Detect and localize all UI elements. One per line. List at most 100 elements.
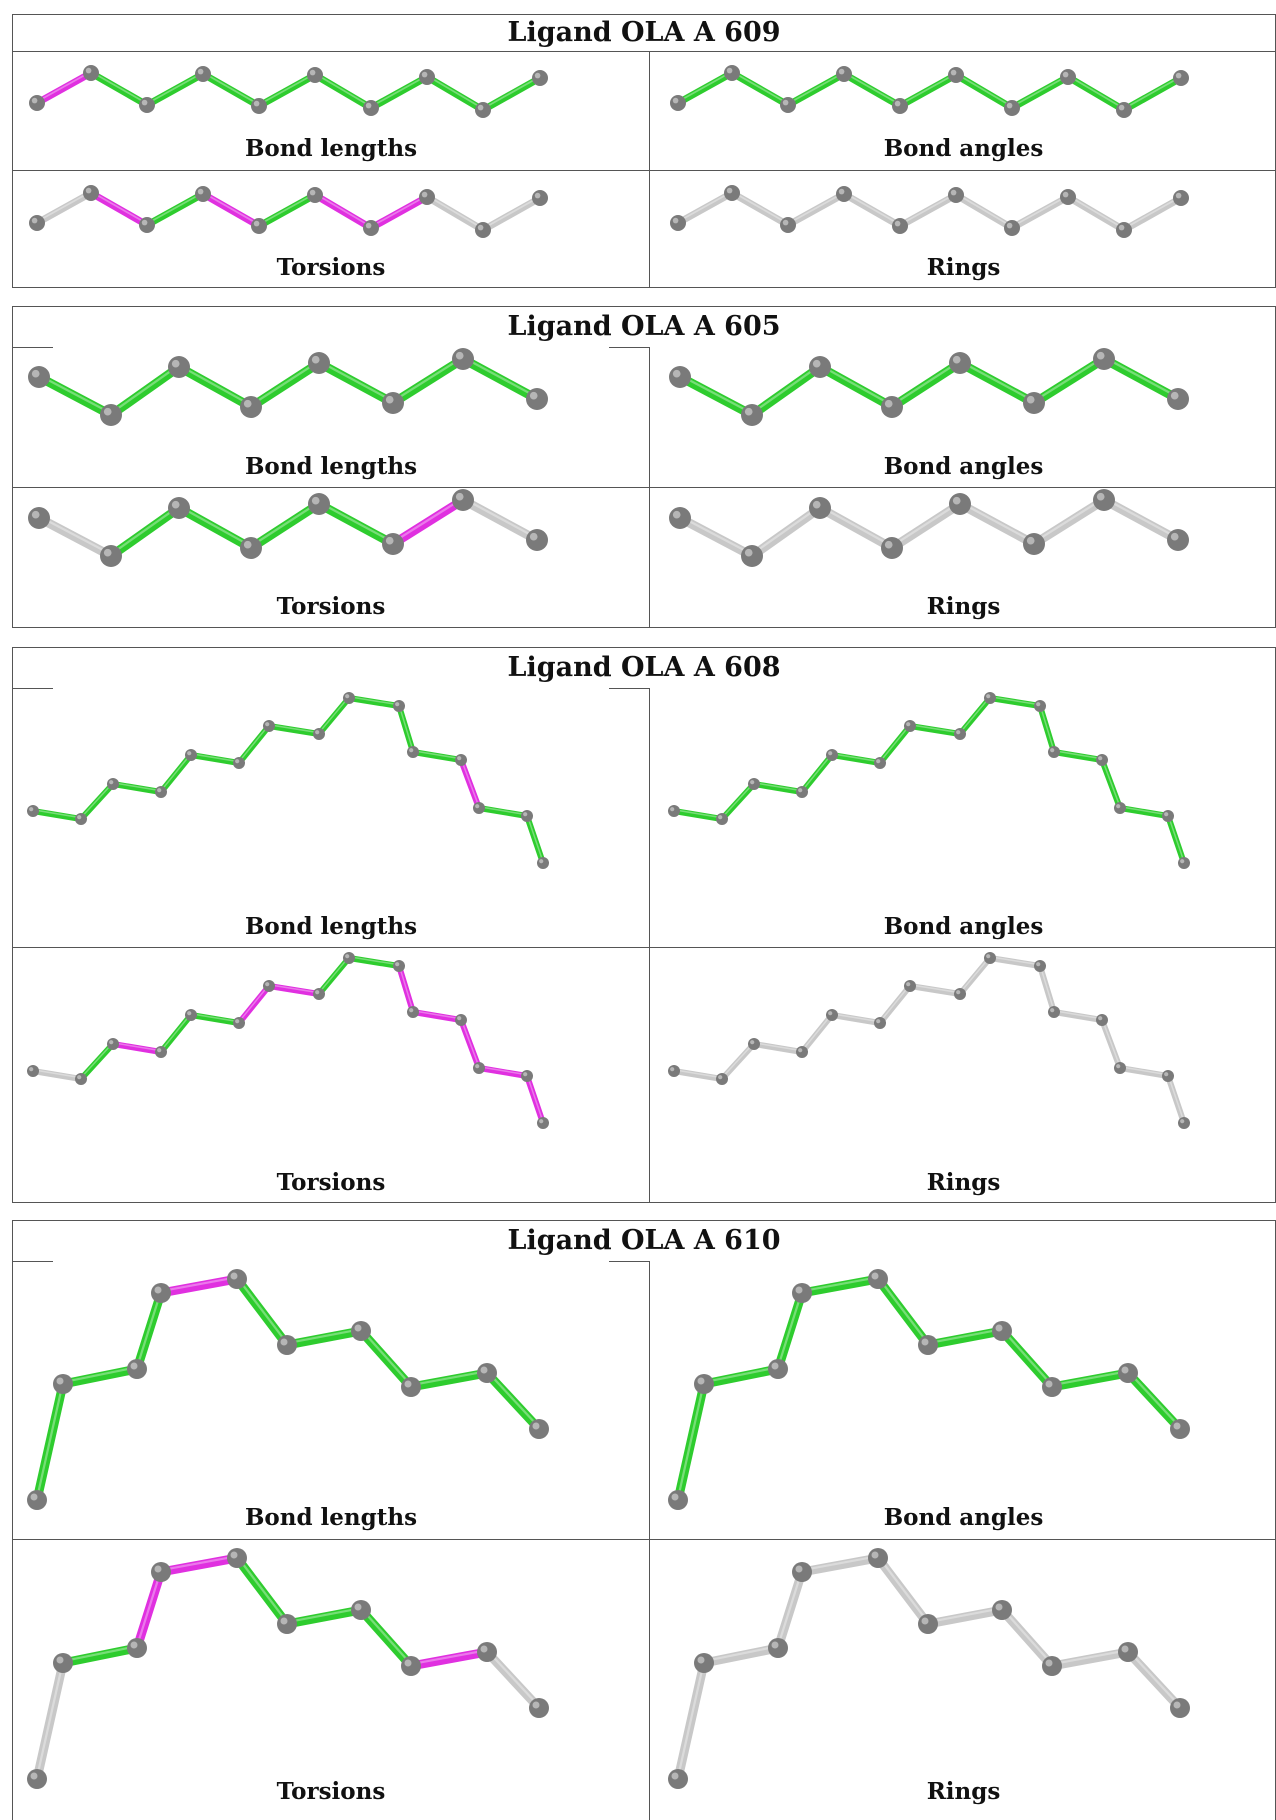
atom bbox=[27, 1065, 39, 1077]
atom-shine bbox=[395, 962, 400, 967]
atom-shine bbox=[1096, 351, 1105, 360]
atom bbox=[475, 222, 491, 238]
bond-highlight bbox=[80, 1042, 114, 1079]
atom-shine bbox=[309, 69, 316, 76]
atom-shine bbox=[539, 1119, 544, 1124]
bond-outlier bbox=[156, 1274, 242, 1298]
bond-outlier bbox=[156, 1553, 242, 1577]
bond-highlight bbox=[1039, 964, 1055, 1012]
bond-neutral bbox=[675, 513, 757, 561]
atom bbox=[1114, 1062, 1126, 1074]
bond-ok bbox=[423, 73, 487, 114]
bond-highlight bbox=[36, 70, 92, 103]
bond-ok bbox=[1099, 354, 1183, 404]
atom-shine bbox=[455, 492, 464, 501]
bond-highlight bbox=[909, 984, 961, 994]
bond-highlight bbox=[1011, 194, 1069, 228]
bond-ok bbox=[829, 752, 883, 766]
atom bbox=[452, 489, 474, 511]
bond-ok bbox=[1047, 1368, 1133, 1392]
panel-label-rings: Rings bbox=[926, 1169, 1001, 1196]
atom-shine bbox=[828, 751, 833, 756]
atom bbox=[992, 1600, 1012, 1620]
atom-shine bbox=[812, 359, 821, 368]
atom-shine bbox=[56, 1656, 64, 1664]
atom-shine bbox=[409, 1008, 414, 1013]
molecule-panel-bond-lengths bbox=[27, 692, 549, 869]
bond-neutral bbox=[877, 983, 913, 1026]
atom-shine bbox=[103, 548, 112, 557]
molecule-panel-rings bbox=[670, 185, 1189, 238]
atom bbox=[521, 1070, 533, 1082]
panel-label-torsions: Torsions bbox=[276, 1169, 386, 1196]
bond-outlier bbox=[410, 1009, 464, 1023]
bond-highlight bbox=[989, 956, 1041, 966]
atom bbox=[724, 65, 740, 81]
atom-shine bbox=[365, 222, 372, 229]
ligand-block-609: Ligand OLA A 609 Bond lengths Bond angle… bbox=[12, 14, 1276, 288]
atom-shine bbox=[480, 1645, 488, 1653]
bond-highlight bbox=[462, 497, 538, 540]
atom bbox=[1034, 700, 1046, 712]
atom-shine bbox=[995, 1603, 1003, 1611]
bond-highlight bbox=[35, 1381, 65, 1499]
atom-shine bbox=[56, 1377, 64, 1385]
bond-neutral bbox=[747, 503, 825, 561]
bond-highlight bbox=[62, 1366, 138, 1384]
atom bbox=[233, 1017, 245, 1029]
atom bbox=[53, 1653, 73, 1673]
atom bbox=[351, 1600, 371, 1620]
bond-neutral bbox=[1120, 194, 1185, 234]
bond-neutral bbox=[1099, 495, 1183, 545]
atom-shine bbox=[532, 1701, 540, 1709]
bond-highlight bbox=[160, 1555, 238, 1572]
molecule-panel-torsions bbox=[29, 185, 548, 238]
bond-neutral bbox=[719, 1041, 757, 1082]
bond-highlight bbox=[1123, 195, 1182, 230]
atom-shine bbox=[718, 815, 723, 820]
atom bbox=[809, 497, 831, 519]
atom bbox=[881, 396, 903, 418]
bond-ok bbox=[1051, 749, 1105, 763]
atom-shine bbox=[1121, 1645, 1129, 1653]
bond-ok bbox=[158, 752, 194, 795]
bond-highlight bbox=[721, 1042, 755, 1079]
atom-shine bbox=[672, 217, 679, 224]
bond-highlight bbox=[398, 704, 414, 752]
bond-highlight bbox=[959, 956, 991, 994]
bond-highlight bbox=[135, 1290, 163, 1368]
atom-shine bbox=[171, 500, 180, 509]
bond-ok bbox=[356, 1605, 416, 1671]
bond-highlight bbox=[318, 501, 394, 544]
bond-neutral bbox=[1117, 1065, 1171, 1079]
atom-shine bbox=[672, 97, 679, 104]
bond-highlight bbox=[80, 782, 114, 819]
bond-highlight bbox=[462, 356, 538, 399]
atom-shine bbox=[197, 188, 204, 195]
atom bbox=[694, 1653, 714, 1673]
bond-highlight bbox=[318, 696, 350, 734]
bond-outlier bbox=[458, 1017, 482, 1071]
atom bbox=[29, 215, 45, 231]
atom bbox=[307, 67, 323, 83]
atom-shine bbox=[1098, 756, 1103, 761]
atom bbox=[1096, 1014, 1108, 1026]
atom-shine bbox=[253, 100, 260, 107]
atom-shine bbox=[986, 954, 991, 959]
atom-shine bbox=[1026, 395, 1035, 404]
bond-ok bbox=[30, 808, 84, 822]
atom bbox=[716, 813, 728, 825]
bond-highlight bbox=[843, 191, 901, 226]
atom bbox=[1042, 1377, 1062, 1397]
bond-ok bbox=[174, 503, 256, 553]
atom-shine bbox=[265, 722, 270, 727]
bond-highlight bbox=[110, 505, 180, 556]
atom-shine bbox=[894, 100, 901, 107]
bond-ok bbox=[199, 70, 263, 110]
bond-highlight bbox=[370, 74, 428, 108]
bond-highlight bbox=[927, 1328, 1003, 1345]
bond-ok bbox=[246, 358, 324, 412]
bond-highlight bbox=[1119, 1066, 1169, 1076]
atom bbox=[668, 1065, 680, 1077]
bond-highlight bbox=[1011, 74, 1069, 108]
